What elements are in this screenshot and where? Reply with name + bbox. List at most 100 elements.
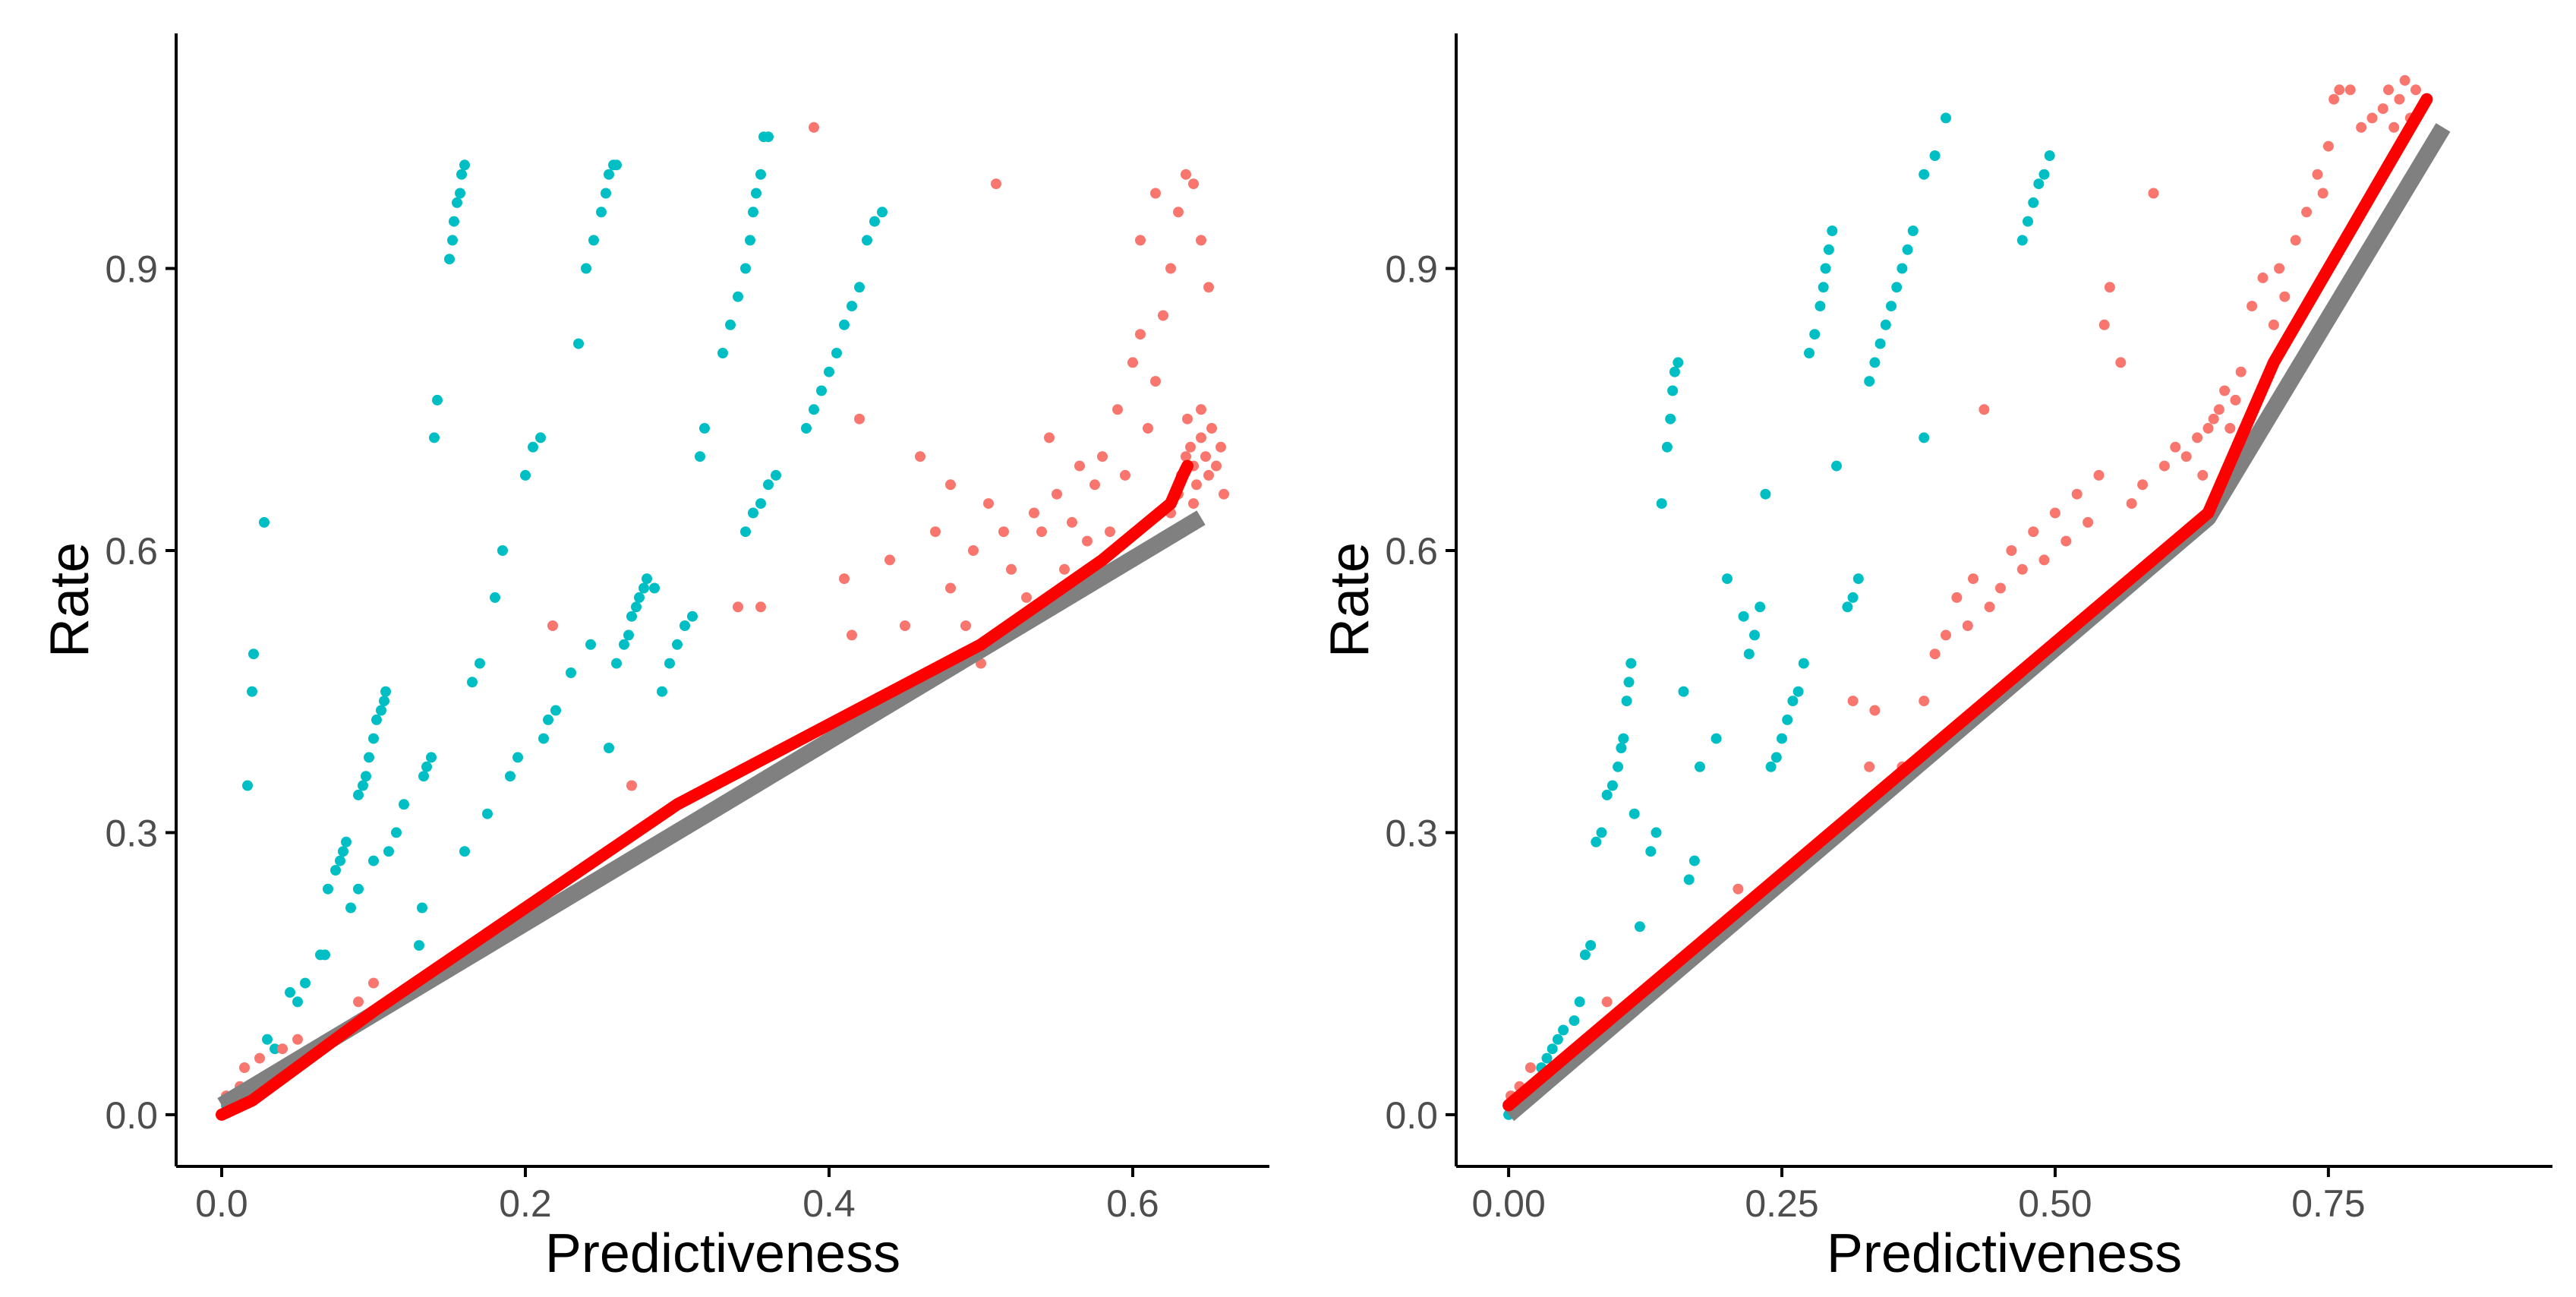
x-tick-label: 0.6 [1106,1182,1159,1225]
group_b-point [672,639,683,650]
group_b-point [1683,874,1695,885]
group_b-point [247,686,257,697]
group_b-point [338,846,348,857]
group_a-point [1105,526,1115,538]
group_b-point [1847,592,1859,603]
group_b-point [512,752,523,763]
group_b-point [368,855,379,866]
group_a-point [1052,488,1062,500]
group_b-point [292,996,303,1008]
group_a-point [2038,554,2050,566]
group_b-point [1827,226,1838,236]
group_a-point [2268,319,2279,330]
group_b-point [1782,714,1793,725]
group_b-point [1645,846,1657,857]
group_a-point [2334,84,2345,96]
group_a-point [1847,696,1859,707]
group_a-point [2235,366,2247,377]
group_a-point [1196,235,1206,246]
group_b-point [467,677,478,688]
group_b-point [1552,1033,1563,1045]
group_a-point [1165,263,1176,274]
group_b-point [1722,573,1733,585]
group_a-point [2410,84,2421,96]
group_b-point [432,394,443,406]
left-scatter-panel: 0.0 0.3 0.6 0.9 0.0 0.2 0.4 0.6 Predictiveness Ra… [39,33,1269,1284]
group_b-point [1798,658,1809,669]
x-tick-label: 0.00 [1471,1182,1545,1225]
group_b-point [2023,216,2033,227]
group_b-point [1711,733,1722,744]
group_b-point [459,159,470,171]
group_b-point [418,771,429,782]
group_b-point [699,423,710,434]
group_a-point [626,780,637,791]
group_a-point [2301,207,2313,218]
group_b-point [566,667,576,678]
y-tick-label: 0.6 [1385,530,1438,573]
group_a-point [1196,404,1206,415]
group_b-point [1852,573,1864,585]
group_b-point [1755,601,1766,613]
group_a-point [1995,582,2006,594]
group_a-point [1059,563,1070,575]
group_b-point [1661,441,1673,453]
group_b-point [341,836,352,847]
group_a-point [2093,469,2105,481]
group_b-point [626,611,637,622]
group_a-point [1203,282,1214,293]
group_b-point [831,348,842,358]
group_b-point [748,507,758,519]
group_b-point [611,658,622,669]
x-tick-label: 0.50 [2018,1182,2092,1225]
group_b-point [847,301,857,312]
group_a-point [2394,93,2405,105]
group_b-point [755,498,766,510]
group_a-point [945,479,956,491]
group_b-point [1547,1043,1558,1055]
y-tick-label: 0.0 [105,1094,158,1137]
group_a-point [254,1052,265,1064]
group_a-point [1120,469,1130,481]
group_a-point [1150,376,1161,387]
group_a-point [1601,996,1613,1008]
group_b-point [611,159,622,171]
group_b-point [1738,611,1749,622]
group_b-point [1601,789,1613,800]
group_a-point [1150,188,1161,199]
y-axis-title: Rate [39,542,100,658]
group_a-point [2322,140,2334,152]
group_a-point [368,977,379,989]
group_b-point [1809,329,1821,340]
group_b-point [1623,677,1635,688]
fit-line [1502,93,2433,1112]
group_b-point [368,733,379,744]
group_b-point [1621,696,1632,707]
group_b-point [379,696,389,707]
group_b-point [391,827,402,838]
x-tick-label: 0.0 [195,1182,248,1225]
group_b-point [1678,686,1689,697]
group_a-point [1097,451,1108,462]
group_b-point [1880,319,1891,330]
group_b-point [1665,413,1676,424]
group_b-point [520,469,531,481]
group_b-point [1831,460,1842,472]
group_a-point [915,451,925,462]
group_a-point [998,526,1009,538]
group_b-point [1804,348,1815,358]
group_b-point [748,207,758,218]
group_b-point [573,338,584,349]
group_b-point [1541,1052,1553,1064]
group_b-point [1596,827,1607,838]
group_b-point [596,207,607,218]
group_a-point [1984,601,1995,613]
group_b-point [455,188,465,199]
group_b-point [634,592,645,603]
group_a-point [1211,460,1222,472]
group_b-point [270,1043,280,1055]
group_b-point [323,883,333,895]
group_b-point [642,573,652,585]
group_a-point [1185,441,1196,453]
group_b-point [1919,432,1930,443]
